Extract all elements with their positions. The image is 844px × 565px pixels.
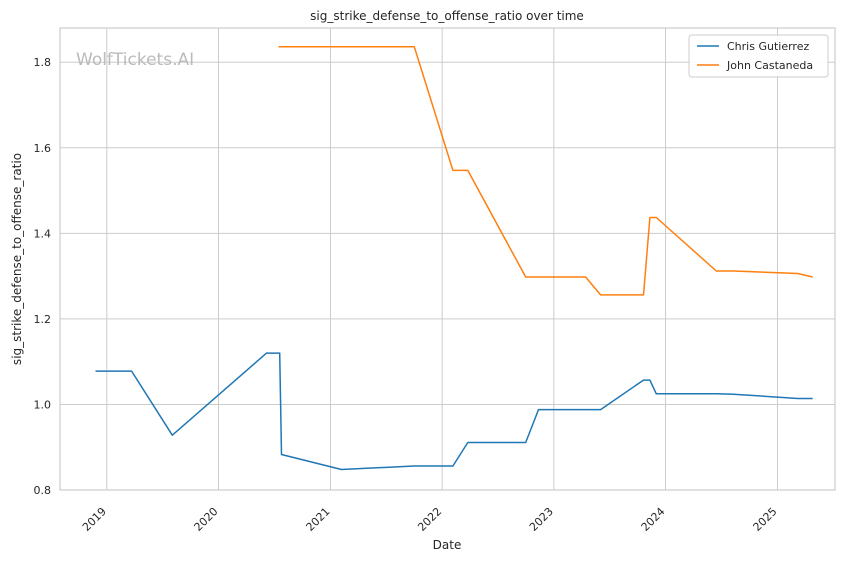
legend-label: John Castaneda	[726, 59, 813, 72]
plot-background	[60, 28, 835, 490]
y-tick-label: 1.8	[34, 56, 52, 69]
legend-box	[688, 34, 829, 78]
y-tick-label: 0.8	[34, 484, 52, 497]
y-axis-label: sig_strike_defense_to_offense_ratio	[10, 153, 24, 365]
series-line-0	[95, 352, 813, 471]
chart-title: sig_strike_defense_to_offense_ratio over…	[310, 9, 584, 23]
y-tick-label: 1.4	[34, 227, 52, 240]
series-line-1	[278, 46, 813, 296]
plot-frame	[59, 27, 836, 491]
x-axis-label: Date	[433, 538, 462, 552]
legend-label: Chris Gutierrez	[727, 40, 809, 53]
y-tick-label: 1.2	[34, 313, 52, 326]
y-tick-label: 1.0	[34, 398, 52, 411]
watermark: WolfTickets.AI	[76, 50, 194, 70]
y-tick-label: 1.6	[34, 142, 52, 155]
